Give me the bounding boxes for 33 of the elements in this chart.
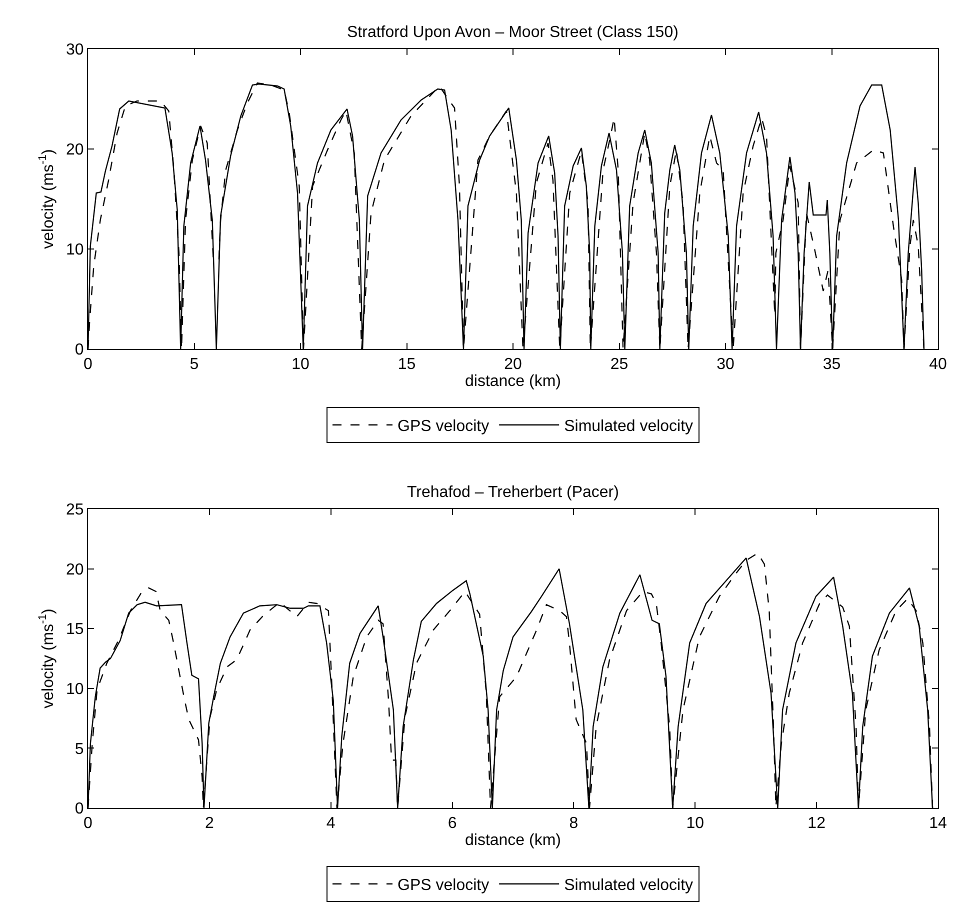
y-tick-label: 25 xyxy=(66,502,84,519)
x-axis-title: distance (km) xyxy=(464,373,562,390)
x-tick-label: 5 xyxy=(190,356,199,374)
legend-label: Simulated velocity xyxy=(564,877,694,894)
x-tick-label: 20 xyxy=(504,356,522,374)
x-tick-label: 4 xyxy=(326,815,336,832)
y-tick-label: 10 xyxy=(66,242,84,259)
legend-label: Simulated velocity xyxy=(564,418,694,436)
legend-label: GPS velocity xyxy=(398,877,490,894)
y-tick-label: 0 xyxy=(74,800,84,818)
x-tick-label: 12 xyxy=(808,815,826,832)
x-tick-label: 35 xyxy=(822,356,841,374)
x-tick-label: 6 xyxy=(448,815,457,832)
y-tick-label: 0 xyxy=(74,342,84,359)
y-tick-label: 10 xyxy=(66,681,84,698)
legend-label: GPS velocity xyxy=(398,418,490,436)
y-tick-label: 20 xyxy=(66,142,84,159)
x-tick-label: 2 xyxy=(204,815,214,832)
chart-title: Stratford Upon Avon – Moor Street (Class 150) xyxy=(347,24,678,41)
y-tick-label: 5 xyxy=(74,740,84,758)
x-tick-label: 10 xyxy=(292,356,310,374)
y-tick-label: 30 xyxy=(66,42,84,59)
x-tick-label: 10 xyxy=(686,815,704,832)
y-tick-label: 20 xyxy=(66,561,84,578)
x-axis-title: distance (km) xyxy=(464,832,562,849)
x-tick-label: 15 xyxy=(398,356,416,374)
chart-title: Trehafod – Treherbert (Pacer) xyxy=(407,484,619,501)
x-tick-label: 40 xyxy=(929,356,947,374)
x-tick-label: 14 xyxy=(929,815,947,832)
x-tick-label: 25 xyxy=(610,356,628,374)
y-tick-label: 15 xyxy=(66,621,84,638)
x-tick-label: 8 xyxy=(569,815,578,832)
x-tick-label: 30 xyxy=(716,356,734,374)
